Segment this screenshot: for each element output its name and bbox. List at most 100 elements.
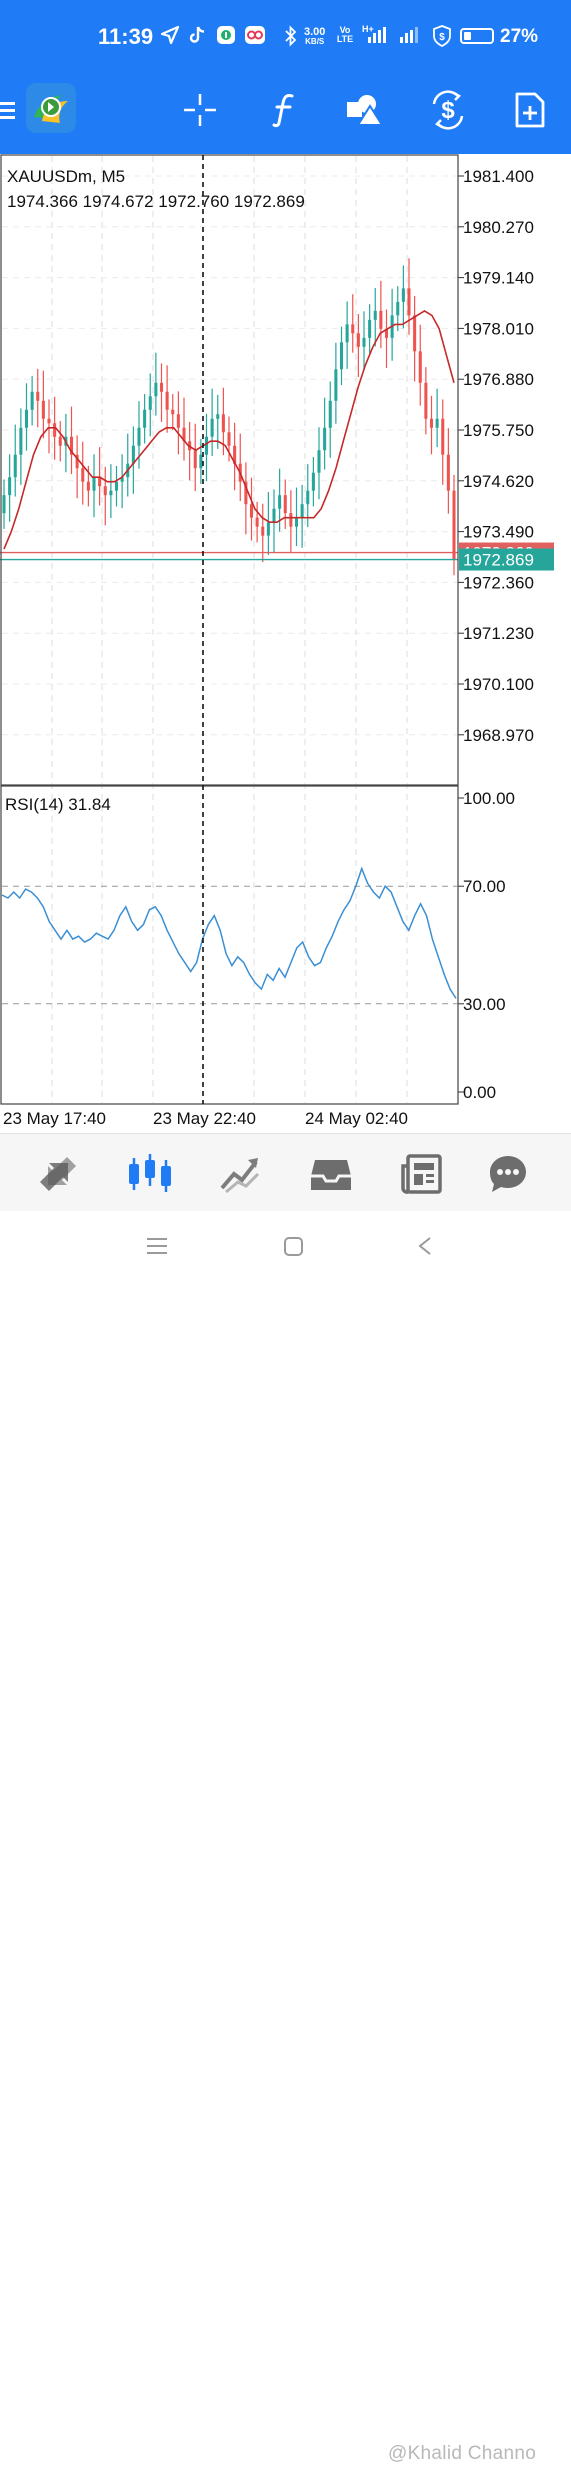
candle-body [81, 468, 85, 482]
candle-body [8, 477, 12, 496]
candle-body [356, 333, 360, 347]
chart-area[interactable]: 1981.400 1980.270 1979.140 1978.010 1976.880… [0, 154, 571, 1134]
candle-body [69, 436, 74, 455]
candle-body [210, 418, 214, 437]
candle-body [289, 513, 293, 527]
new-order-icon[interactable] [510, 90, 550, 130]
time-label-1: 23 May 17:40 [3, 1109, 106, 1128]
candle-body [233, 445, 237, 464]
candle-body [306, 490, 310, 505]
hplus-label: H+ [362, 24, 374, 34]
battery-percent: 27% [500, 26, 539, 47]
trade-dollar-icon[interactable]: $ [428, 90, 468, 130]
rsi-tick-label: 70.00 [463, 877, 506, 896]
candle-body [92, 477, 96, 491]
navigation-arrow-icon [160, 25, 180, 50]
candle-body [143, 409, 147, 428]
indicators-f-icon[interactable] [264, 90, 304, 130]
symbol-label: XAUUSDm, M5 [7, 167, 125, 186]
candle-body [401, 288, 405, 302]
candles [2, 258, 456, 576]
candle-body [159, 382, 164, 392]
home-icon[interactable] [283, 1235, 305, 1262]
rsi-tick-label: 100.00 [463, 789, 515, 808]
price-tick-label: 1978.010 [463, 319, 534, 338]
candle-body [53, 423, 57, 437]
bluetooth-icon [284, 25, 298, 52]
candle-body [30, 391, 34, 410]
objects-shapes-icon[interactable] [344, 90, 384, 130]
candle-body [165, 391, 169, 410]
candle-body [435, 418, 439, 428]
main-pane-border [0, 154, 459, 786]
messenger-icon [216, 25, 236, 50]
crosshair-icon[interactable] [180, 90, 220, 130]
rsi-tick-label: 30.00 [463, 995, 506, 1014]
price-tick-label: 1976.880 [463, 370, 534, 389]
candle-body [317, 450, 321, 473]
candle-body [266, 522, 270, 536]
price-tick-label: 1968.970 [463, 726, 534, 745]
news-icon[interactable] [394, 1146, 450, 1202]
shield-icon: $ [432, 25, 452, 52]
bid-price-tag [459, 548, 554, 571]
time-label-3: 24 May 02:40 [305, 1109, 408, 1128]
recent-apps-icon[interactable] [145, 1235, 169, 1262]
candle-body [204, 436, 209, 455]
candle-body [272, 508, 276, 523]
price-tick-label: 1975.750 [463, 421, 534, 440]
candle-body [323, 427, 327, 451]
candle-body [227, 432, 231, 446]
candle-body [19, 427, 23, 455]
menu-icon[interactable] [0, 90, 20, 130]
candle-body [294, 517, 299, 527]
glasses-app-icon [244, 25, 266, 50]
candle-body [120, 477, 124, 482]
history-icon[interactable] [303, 1146, 359, 1202]
price-tick-label: 1971.230 [463, 624, 534, 643]
price-tick-label: 1981.400 [463, 167, 534, 186]
candle-body [24, 409, 29, 428]
volte-label: Vo LTE [336, 25, 354, 44]
price-tick-label: 1980.270 [463, 218, 534, 237]
messages-icon[interactable] [480, 1146, 536, 1202]
candle-body [36, 391, 40, 401]
candle-body [171, 409, 175, 415]
candle-body [193, 450, 197, 469]
price-tick-label: 1972.360 [463, 573, 534, 592]
net-speed: 3.00 KB/S [304, 27, 325, 47]
candle-body [300, 504, 304, 518]
candle-body [334, 369, 338, 401]
candle-body [109, 490, 113, 496]
moving-average-line [3, 309, 455, 550]
candle-body [41, 400, 45, 419]
candle-body [13, 454, 17, 478]
candle-body [413, 315, 417, 352]
price-chart[interactable]: 1981.400 1980.270 1979.140 1978.010 1976.880… [0, 154, 571, 1134]
candle-body [311, 472, 315, 491]
battery-fill [464, 32, 472, 40]
candle-body [446, 454, 450, 491]
candle-body [199, 454, 203, 469]
net-speed-value: 3.00 [304, 26, 326, 38]
ohlc-label: 1974.366 1974.672 1972.760 1972.869 [7, 192, 305, 211]
candle-body [103, 486, 107, 496]
chart-icon[interactable] [122, 1146, 178, 1202]
price-tick-label: 1970.100 [463, 675, 534, 694]
candle-body [452, 490, 456, 560]
candle-body [351, 324, 355, 334]
candle-body [396, 301, 400, 316]
trade-icon[interactable] [212, 1146, 268, 1202]
candle-body [424, 382, 428, 419]
quotes-icon[interactable] [30, 1146, 86, 1202]
candle-body [255, 517, 259, 527]
rsi-line [1, 866, 457, 999]
price-tick-label: 1973.490 [463, 523, 534, 542]
candle-body [283, 495, 287, 514]
back-icon[interactable] [414, 1235, 436, 1262]
candle-body [216, 414, 220, 419]
rsi-tick-label: 0.00 [463, 1083, 496, 1102]
candle-body [47, 418, 51, 424]
signal-icon [366, 25, 424, 50]
metatrader-logo-icon[interactable] [26, 83, 76, 133]
